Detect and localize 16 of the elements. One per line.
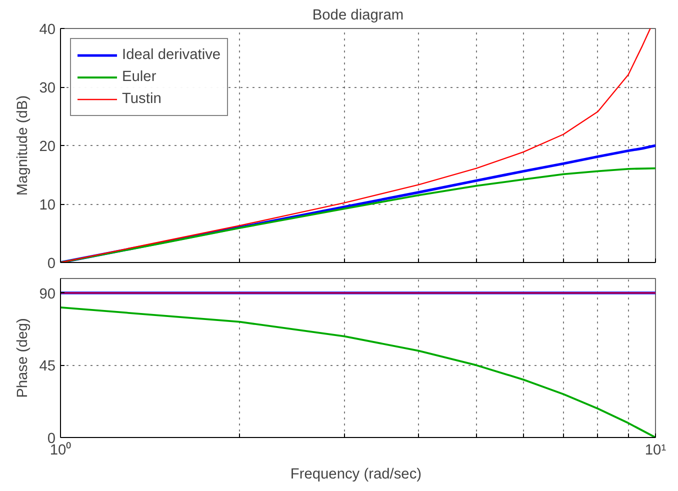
y-tick-label: 45	[39, 358, 56, 375]
y-axis-title: Magnitude (dB)	[15, 95, 32, 196]
legend-label: Euler	[122, 69, 156, 85]
y-tick-label: 90	[39, 286, 56, 302]
y-tick-label: 20	[39, 139, 56, 155]
x-tick-label: 10⁰	[50, 442, 72, 458]
y-tick-label: 10	[39, 198, 56, 214]
y-tick-label: 30	[39, 80, 56, 96]
y-tick-label: 0	[47, 256, 56, 272]
x-axis-title: Frequency (rad/sec)	[290, 466, 422, 482]
y-tick-label: 40	[39, 22, 56, 38]
chart-title: Bode diagram	[312, 8, 404, 24]
legend-label: Ideal derivative	[122, 47, 221, 63]
legend-label: Tustin	[122, 91, 162, 107]
y-axis-title: Phase (deg)	[15, 318, 32, 398]
x-tick-label: 10¹	[644, 442, 666, 458]
